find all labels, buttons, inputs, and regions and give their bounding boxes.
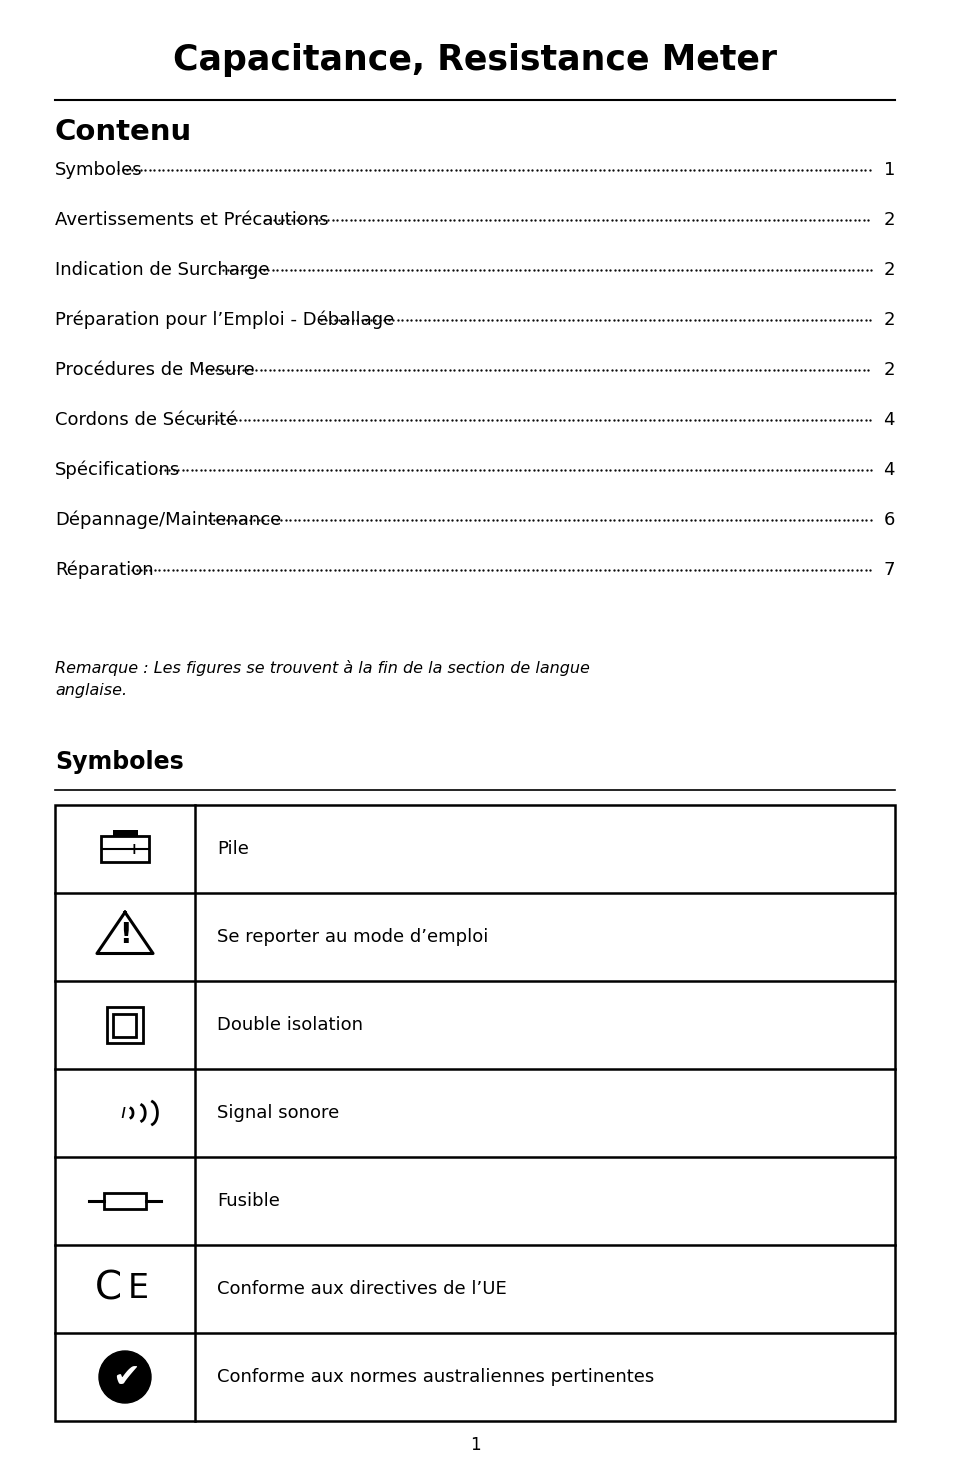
- Text: Contenu: Contenu: [55, 118, 193, 145]
- Text: 2: 2: [882, 261, 894, 279]
- Bar: [113, 1014, 136, 1037]
- Text: Réparation: Réparation: [55, 561, 153, 579]
- Text: 1: 1: [469, 1437, 479, 1454]
- Text: Pile: Pile: [216, 840, 249, 858]
- Bar: [107, 1008, 143, 1043]
- Text: Signal sonore: Signal sonore: [216, 1105, 339, 1122]
- Bar: [122, 830, 137, 836]
- Text: 2: 2: [882, 212, 894, 229]
- Text: !: !: [118, 921, 132, 949]
- Text: 2: 2: [882, 311, 894, 329]
- Text: Capacitance, Resistance Meter: Capacitance, Resistance Meter: [172, 43, 776, 76]
- Text: Cordons de Sécurité: Cordons de Sécurité: [55, 411, 237, 429]
- Text: Se reporter au mode d’emploi: Se reporter au mode d’emploi: [216, 928, 488, 946]
- Bar: [104, 1193, 146, 1209]
- Text: Indication de Surcharge: Indication de Surcharge: [55, 261, 269, 279]
- Text: Dépannage/Maintenance: Dépannage/Maintenance: [55, 511, 281, 529]
- Text: 7: 7: [882, 561, 894, 579]
- Text: 4: 4: [882, 461, 894, 479]
- Text: Remarque : Les figures se trouvent à la fin de la section de langue: Remarque : Les figures se trouvent à la …: [55, 660, 589, 676]
- Text: Avertissements et Précautions: Avertissements et Précautions: [55, 212, 328, 229]
- Bar: [112, 830, 123, 836]
- Text: Double isolation: Double isolation: [216, 1017, 363, 1034]
- Text: ı: ı: [120, 1103, 126, 1122]
- Text: +: +: [127, 842, 140, 856]
- Circle shape: [99, 1351, 151, 1403]
- Text: Préparation pour l’Emploi - Déballage: Préparation pour l’Emploi - Déballage: [55, 311, 394, 329]
- Text: C: C: [94, 1271, 122, 1307]
- Bar: [55, 805, 894, 1421]
- Text: 2: 2: [882, 361, 894, 379]
- Text: Procédures de Mesure: Procédures de Mesure: [55, 361, 254, 379]
- Bar: [101, 836, 149, 862]
- Text: 4: 4: [882, 411, 894, 429]
- Text: Symboles: Symboles: [55, 751, 184, 774]
- Text: E: E: [128, 1272, 149, 1306]
- Text: Symboles: Symboles: [55, 162, 143, 179]
- Text: Conforme aux directives de l’UE: Conforme aux directives de l’UE: [216, 1279, 506, 1299]
- Text: Fusible: Fusible: [216, 1191, 279, 1210]
- Text: 1: 1: [882, 162, 894, 179]
- Text: Spécifications: Spécifications: [55, 461, 180, 479]
- Text: 6: 6: [882, 511, 894, 529]
- Text: ✔: ✔: [112, 1362, 140, 1394]
- Text: Conforme aux normes australiennes pertinentes: Conforme aux normes australiennes pertin…: [216, 1368, 654, 1385]
- Text: anglaise.: anglaise.: [55, 683, 127, 698]
- Text: −: −: [108, 842, 121, 856]
